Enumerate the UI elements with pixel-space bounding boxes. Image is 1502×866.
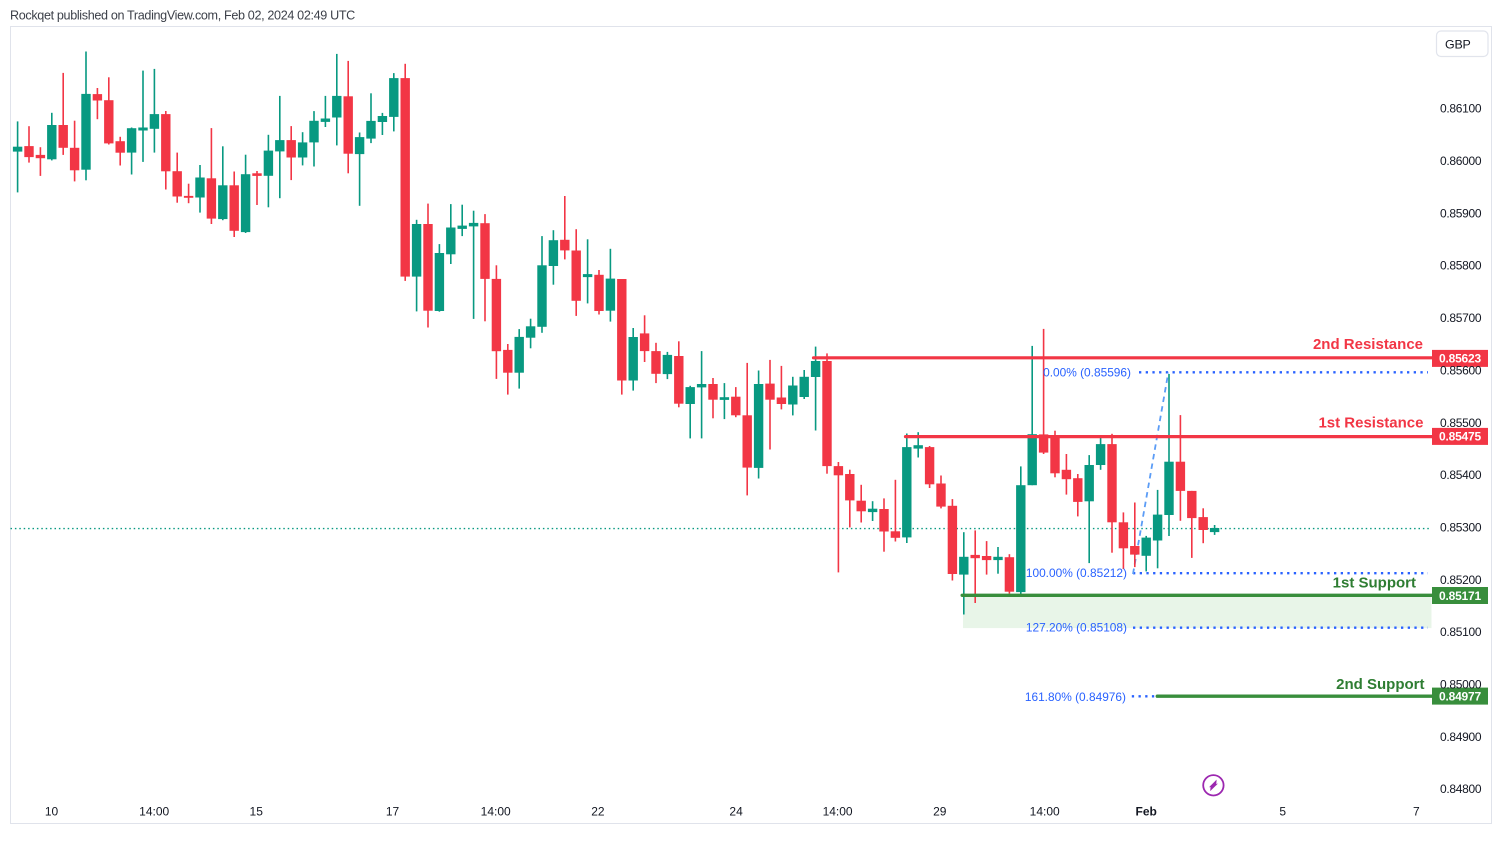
svg-text:Rockqet published on TradingVi: Rockqet published on TradingView.com, Fe… xyxy=(10,8,355,22)
svg-text:1st Support: 1st Support xyxy=(1333,575,1416,592)
svg-text:0.85800: 0.85800 xyxy=(1440,259,1482,273)
svg-text:0.85100: 0.85100 xyxy=(1440,625,1482,639)
svg-text:0.85500: 0.85500 xyxy=(1440,416,1482,430)
svg-text:100.00% (0.85212): 100.00% (0.85212) xyxy=(1026,566,1127,580)
svg-text:0.84900: 0.84900 xyxy=(1440,730,1482,744)
svg-text:22: 22 xyxy=(591,805,605,819)
svg-text:14:00: 14:00 xyxy=(1030,805,1060,819)
svg-text:2nd Resistance: 2nd Resistance xyxy=(1313,336,1423,353)
svg-text:24: 24 xyxy=(729,805,743,819)
svg-text:0.85171: 0.85171 xyxy=(1439,589,1482,603)
svg-text:0.85475: 0.85475 xyxy=(1439,430,1482,444)
svg-text:0.84977: 0.84977 xyxy=(1439,689,1482,703)
svg-text:GBP: GBP xyxy=(1445,38,1471,52)
svg-text:5: 5 xyxy=(1279,805,1286,819)
svg-text:0.00% (0.85596): 0.00% (0.85596) xyxy=(1043,365,1131,379)
svg-text:1st Resistance: 1st Resistance xyxy=(1318,415,1423,432)
svg-text:0.86100: 0.86100 xyxy=(1440,102,1482,116)
svg-text:2nd Support: 2nd Support xyxy=(1336,676,1424,693)
svg-text:161.80% (0.84976): 161.80% (0.84976) xyxy=(1025,690,1126,704)
svg-text:0.85200: 0.85200 xyxy=(1440,573,1482,587)
svg-text:14:00: 14:00 xyxy=(139,805,169,819)
svg-text:15: 15 xyxy=(250,805,264,819)
svg-text:29: 29 xyxy=(933,805,947,819)
svg-text:0.85300: 0.85300 xyxy=(1440,521,1482,535)
svg-text:0.85600: 0.85600 xyxy=(1440,363,1482,377)
svg-text:0.86000: 0.86000 xyxy=(1440,154,1482,168)
svg-text:14:00: 14:00 xyxy=(823,805,853,819)
svg-text:Feb: Feb xyxy=(1136,805,1157,819)
svg-text:127.20% (0.85108): 127.20% (0.85108) xyxy=(1026,620,1127,634)
svg-text:10: 10 xyxy=(45,805,59,819)
svg-text:0.85000: 0.85000 xyxy=(1440,678,1482,692)
svg-text:7: 7 xyxy=(1413,805,1420,819)
svg-text:0.85900: 0.85900 xyxy=(1440,206,1482,220)
svg-text:0.85623: 0.85623 xyxy=(1439,352,1482,366)
svg-text:0.85400: 0.85400 xyxy=(1440,468,1482,482)
svg-text:0.85700: 0.85700 xyxy=(1440,311,1482,325)
svg-text:14:00: 14:00 xyxy=(481,805,511,819)
svg-text:0.84800: 0.84800 xyxy=(1440,782,1482,796)
svg-text:17: 17 xyxy=(386,805,400,819)
